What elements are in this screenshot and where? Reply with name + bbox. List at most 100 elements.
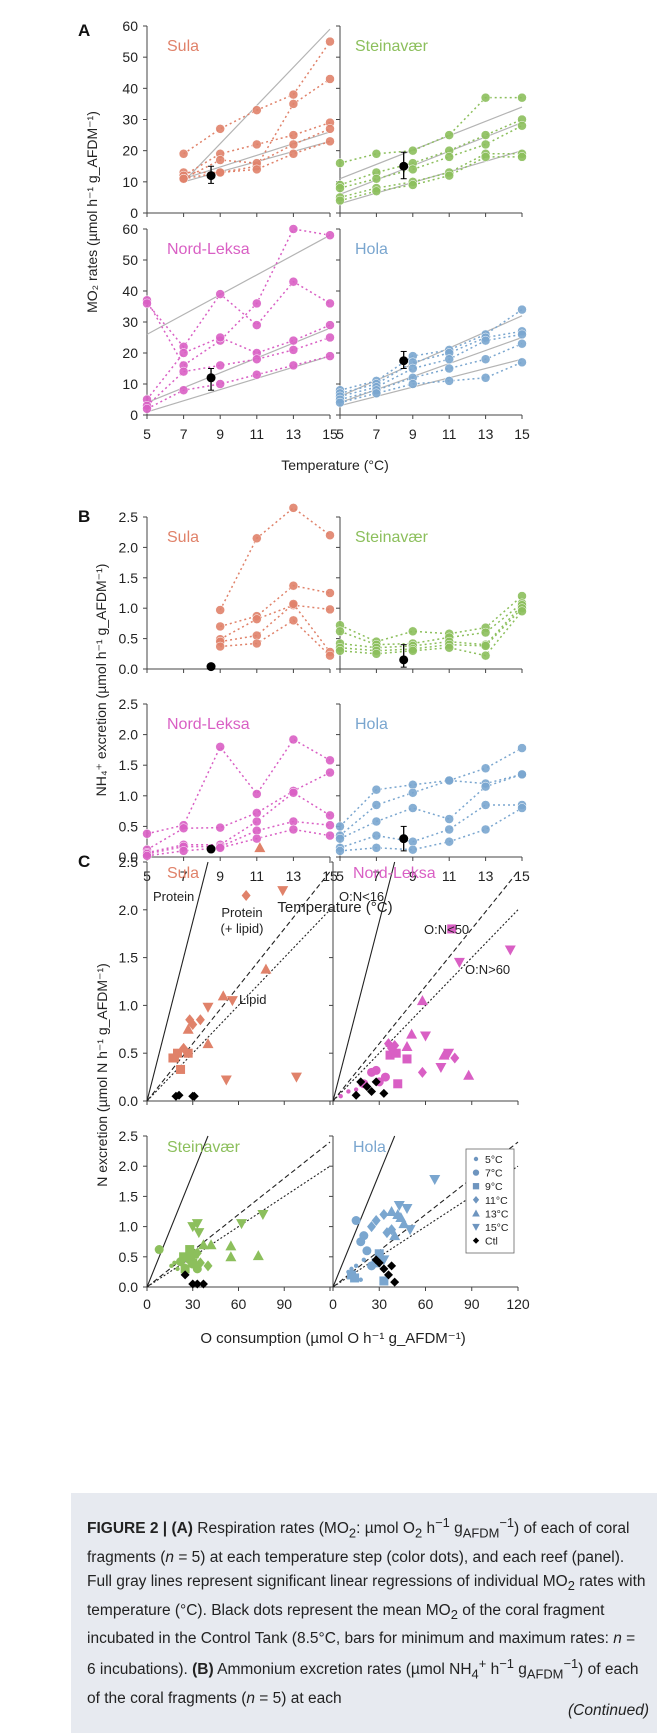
marker-ctl	[390, 1277, 400, 1287]
data-point	[480, 335, 491, 346]
marker-7c	[371, 1065, 381, 1075]
x-tick-label: 11	[250, 868, 265, 884]
x-tick-label: 90	[464, 1296, 480, 1312]
data-point	[215, 124, 225, 134]
reef-title-sula: Sula	[167, 38, 199, 55]
data-point	[252, 105, 262, 115]
marker-15c	[257, 1210, 269, 1221]
fragment-line	[220, 619, 331, 657]
marker-15c	[420, 1031, 431, 1042]
x-tick-label: 0	[143, 1296, 151, 1312]
marker-5c	[169, 1263, 174, 1269]
x-tick-label: 9	[216, 868, 224, 884]
x-tick-label: 11	[250, 426, 265, 442]
data-point	[325, 810, 335, 821]
x-tick-label: 13	[286, 426, 302, 442]
data-point	[288, 615, 299, 626]
marker-9c	[350, 1273, 360, 1283]
x-tick-label: 60	[231, 1296, 247, 1312]
data-point	[480, 373, 491, 383]
fragment-line	[339, 156, 522, 202]
data-point	[325, 36, 335, 47]
panel-C-sula: 0.0 0.5 1.0 1.5 2.0 2.5 Sula	[119, 842, 331, 1109]
annotation-protein-lipid-1: Protein	[221, 905, 262, 920]
x-tick-label: 9	[409, 426, 417, 442]
ratio-line-dotted	[332, 909, 519, 1102]
marker-15c	[443, 1048, 455, 1059]
panel-label-c: C	[78, 852, 90, 871]
marker-11c	[371, 1215, 381, 1227]
marker-5c	[338, 1094, 343, 1099]
data-point	[288, 130, 299, 140]
legend-label: 11°C	[485, 1195, 508, 1207]
data-point	[444, 152, 454, 162]
marker-13c	[438, 1049, 450, 1060]
panel-a-xlabel: Temperature (°C)	[281, 457, 389, 473]
marker-13c	[254, 842, 266, 853]
marker-13c	[472, 1209, 480, 1217]
y-tick-label: 0.0	[119, 661, 139, 677]
data-point	[408, 787, 418, 798]
data-point	[288, 787, 299, 798]
regression-line	[146, 327, 331, 404]
marker-15c	[429, 1174, 441, 1185]
reef-title-nord-leksa: Nord-Leksa	[167, 241, 250, 258]
data-point	[215, 360, 225, 371]
data-point	[215, 289, 225, 299]
marker-ctl	[362, 1082, 372, 1092]
marker-ctl	[188, 1279, 198, 1289]
marker-13c	[252, 1250, 264, 1261]
marker-ctl	[356, 1077, 366, 1087]
data-point	[444, 814, 454, 824]
data-point	[325, 136, 335, 147]
y-tick-label: 60	[122, 18, 138, 34]
data-point	[325, 74, 335, 84]
regression-line	[339, 358, 523, 407]
marker-9c	[179, 1252, 189, 1262]
y-tick-label: 0.5	[119, 1045, 139, 1061]
marker-15c	[191, 1219, 203, 1230]
y-tick-label: 1.5	[119, 1188, 139, 1204]
fragment-line	[339, 604, 523, 649]
marker-ctl	[384, 1270, 393, 1280]
y-tick-label: 1.0	[119, 997, 139, 1013]
data-point	[517, 338, 527, 349]
data-point	[215, 605, 225, 615]
data-point	[335, 158, 345, 168]
y-tick-label: 2.0	[119, 727, 139, 743]
data-point	[215, 167, 225, 178]
data-point	[288, 89, 299, 100]
y-tick-label: 60	[122, 221, 138, 237]
y-tick-label: 1.5	[119, 570, 139, 586]
data-point	[288, 734, 299, 745]
data-point	[408, 844, 418, 855]
control-point	[206, 373, 216, 383]
data-point	[444, 775, 454, 786]
marker-ctl	[367, 1086, 377, 1096]
data-point	[335, 821, 345, 832]
data-point	[444, 170, 454, 181]
ratio-line-dashed	[146, 1141, 331, 1288]
legend-label: 13°C	[485, 1208, 509, 1220]
control-point	[206, 844, 216, 854]
panel-A-sula: 0 10 20 30 40 50 60 Sula	[122, 18, 335, 221]
fragment-line	[339, 602, 523, 646]
reef-title-steinavær: Steinavær	[355, 529, 429, 546]
marker-13c	[225, 1240, 237, 1251]
y-tick-label: 30	[122, 112, 138, 128]
data-point	[480, 824, 491, 835]
data-point	[178, 846, 189, 856]
regression-line	[146, 355, 331, 413]
marker-11c	[203, 1260, 213, 1272]
marker-13c	[386, 1206, 398, 1216]
data-point	[480, 92, 491, 103]
data-point	[288, 580, 299, 591]
y-tick-label: 50	[122, 252, 138, 268]
fragment-line	[146, 228, 331, 367]
data-point	[408, 379, 418, 389]
panel-c-xlabel: O consumption (µmol O h⁻¹ g_AFDM⁻¹)	[200, 1330, 465, 1347]
y-tick-label: 1.0	[119, 600, 139, 616]
fragment-line	[339, 804, 522, 849]
data-point	[325, 298, 335, 309]
panel-C-steinavær: 0.0 0.5 1.0 1.5 2.0 2.5 Steinavær 0 30 60 90	[119, 1128, 331, 1312]
